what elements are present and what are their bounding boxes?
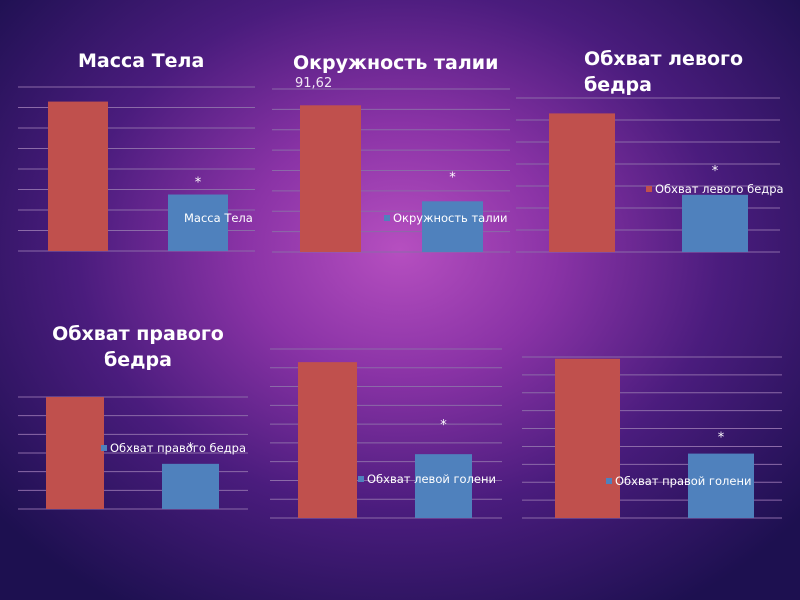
- bar: [549, 113, 615, 253]
- legend-swatch: [358, 476, 364, 482]
- legend-swatch: [606, 478, 612, 484]
- bar: [415, 454, 472, 518]
- chart-3: *Обхват правого бедра: [18, 396, 248, 510]
- legend-swatch: [101, 445, 107, 451]
- bar: [688, 453, 754, 518]
- chart-0: * Масса Тела: [18, 86, 255, 252]
- bar: [422, 201, 483, 252]
- significance-mark: *: [195, 176, 202, 191]
- significance-mark: *: [712, 164, 719, 179]
- significance-mark: *: [187, 441, 194, 456]
- bar: [682, 194, 748, 252]
- chart-2: * Обхват левого бедра: [516, 97, 784, 253]
- significance-mark: *: [718, 431, 725, 446]
- legend-swatch: [646, 186, 652, 192]
- legend-label: Обхват левой голени: [367, 472, 496, 486]
- legend-label: Масса Тела: [184, 211, 253, 225]
- legend-label: Обхват правого бедра: [110, 441, 246, 455]
- significance-mark: *: [449, 170, 456, 185]
- legend-label: Окружность талии: [393, 211, 508, 225]
- bar: [300, 105, 361, 252]
- legend-label: Обхват правой голени: [615, 474, 751, 488]
- bar: [298, 362, 357, 518]
- chart-5: * Обхват правой голени: [522, 356, 782, 519]
- significance-mark: *: [440, 418, 447, 433]
- bar: [168, 194, 228, 251]
- legend-swatch: [384, 215, 390, 221]
- bar: [555, 358, 620, 518]
- chart-4: * Обхват левой голени: [270, 348, 502, 519]
- bar: [162, 463, 219, 509]
- bar: [48, 101, 108, 251]
- legend-swatch: [175, 215, 181, 221]
- legend-label: Обхват левого бедра: [655, 182, 784, 196]
- chart-1: * Окружность талии: [272, 88, 510, 253]
- bar: [46, 397, 104, 509]
